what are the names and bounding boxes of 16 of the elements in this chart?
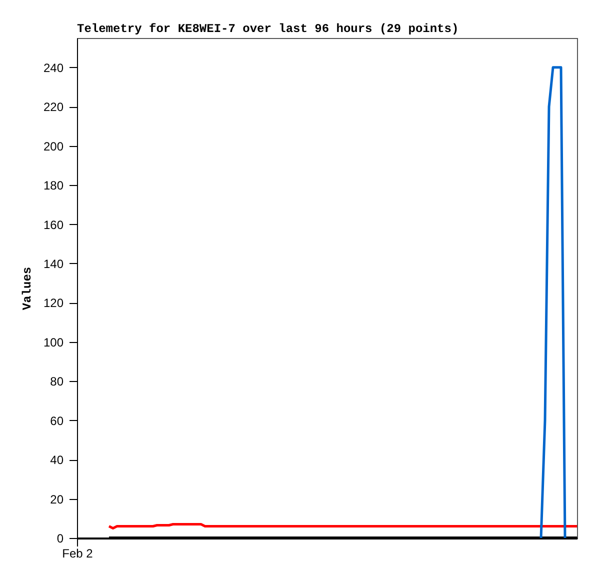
- y-tick-label: 60: [50, 414, 64, 428]
- y-axis-title: Values: [20, 266, 34, 310]
- y-tick-label: 140: [43, 256, 64, 271]
- y-tick-label: 20: [50, 492, 64, 506]
- y-tick-label: 240: [43, 60, 64, 75]
- y-tick-label: 160: [43, 218, 64, 232]
- chart-title: Telemetry for KE8WEI-7 over last 96 hours (29 points): [77, 22, 459, 36]
- y-tick-label: 80: [50, 374, 64, 389]
- y-tick-label: 200: [43, 139, 64, 154]
- y-tick-label: 180: [43, 178, 64, 193]
- y-tick-label: 100: [43, 335, 64, 350]
- y-tick-label: 0: [56, 532, 64, 546]
- y-tick-label: 120: [43, 296, 64, 310]
- y-tick-label: 220: [43, 100, 64, 114]
- x-tick-label: Feb 2: [62, 546, 94, 560]
- y-tick-label: 40: [50, 453, 64, 468]
